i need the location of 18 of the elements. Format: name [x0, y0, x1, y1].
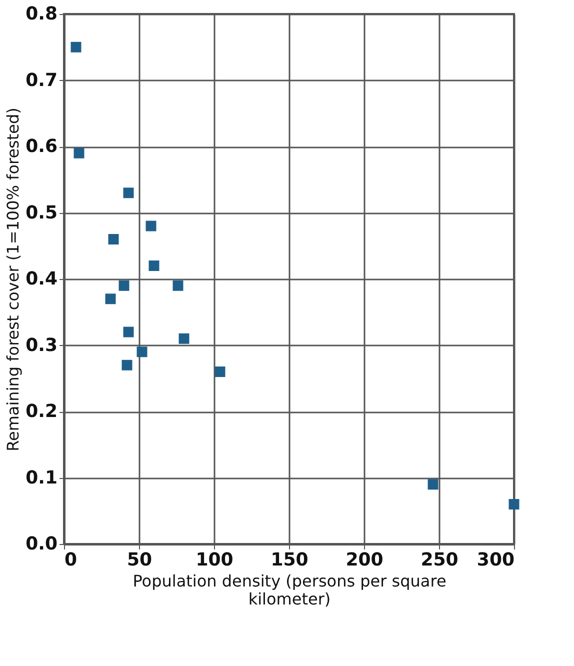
y-tick-label: 0.7	[26, 70, 58, 91]
x-axis-title: Population density (persons per square kilometer)	[132, 572, 446, 608]
x-tick-label: 100	[196, 550, 234, 570]
y-tick-label: 0.1	[26, 467, 58, 488]
y-tick-label: 0.4	[26, 268, 58, 290]
y-tick-label: 0.0	[26, 534, 58, 554]
x-tick-label: 300	[476, 550, 514, 570]
x-tick-label: 50	[126, 550, 152, 570]
y-tick-label: 0.2	[26, 401, 58, 422]
x-tick-label: 150	[270, 550, 308, 570]
y-tick-label: 0.5	[26, 202, 58, 224]
y-tick-label: 0.8	[26, 4, 58, 24]
y-tick-label: 0.3	[26, 334, 58, 356]
x-tick-label: 250	[420, 550, 458, 570]
y-tick-label: 0.6	[26, 136, 58, 157]
y-axis-title: Remaining forest cover (1=100% forested)	[4, 108, 23, 452]
x-tick-label: 200	[346, 550, 384, 570]
x-tick-label: 0	[64, 550, 78, 570]
